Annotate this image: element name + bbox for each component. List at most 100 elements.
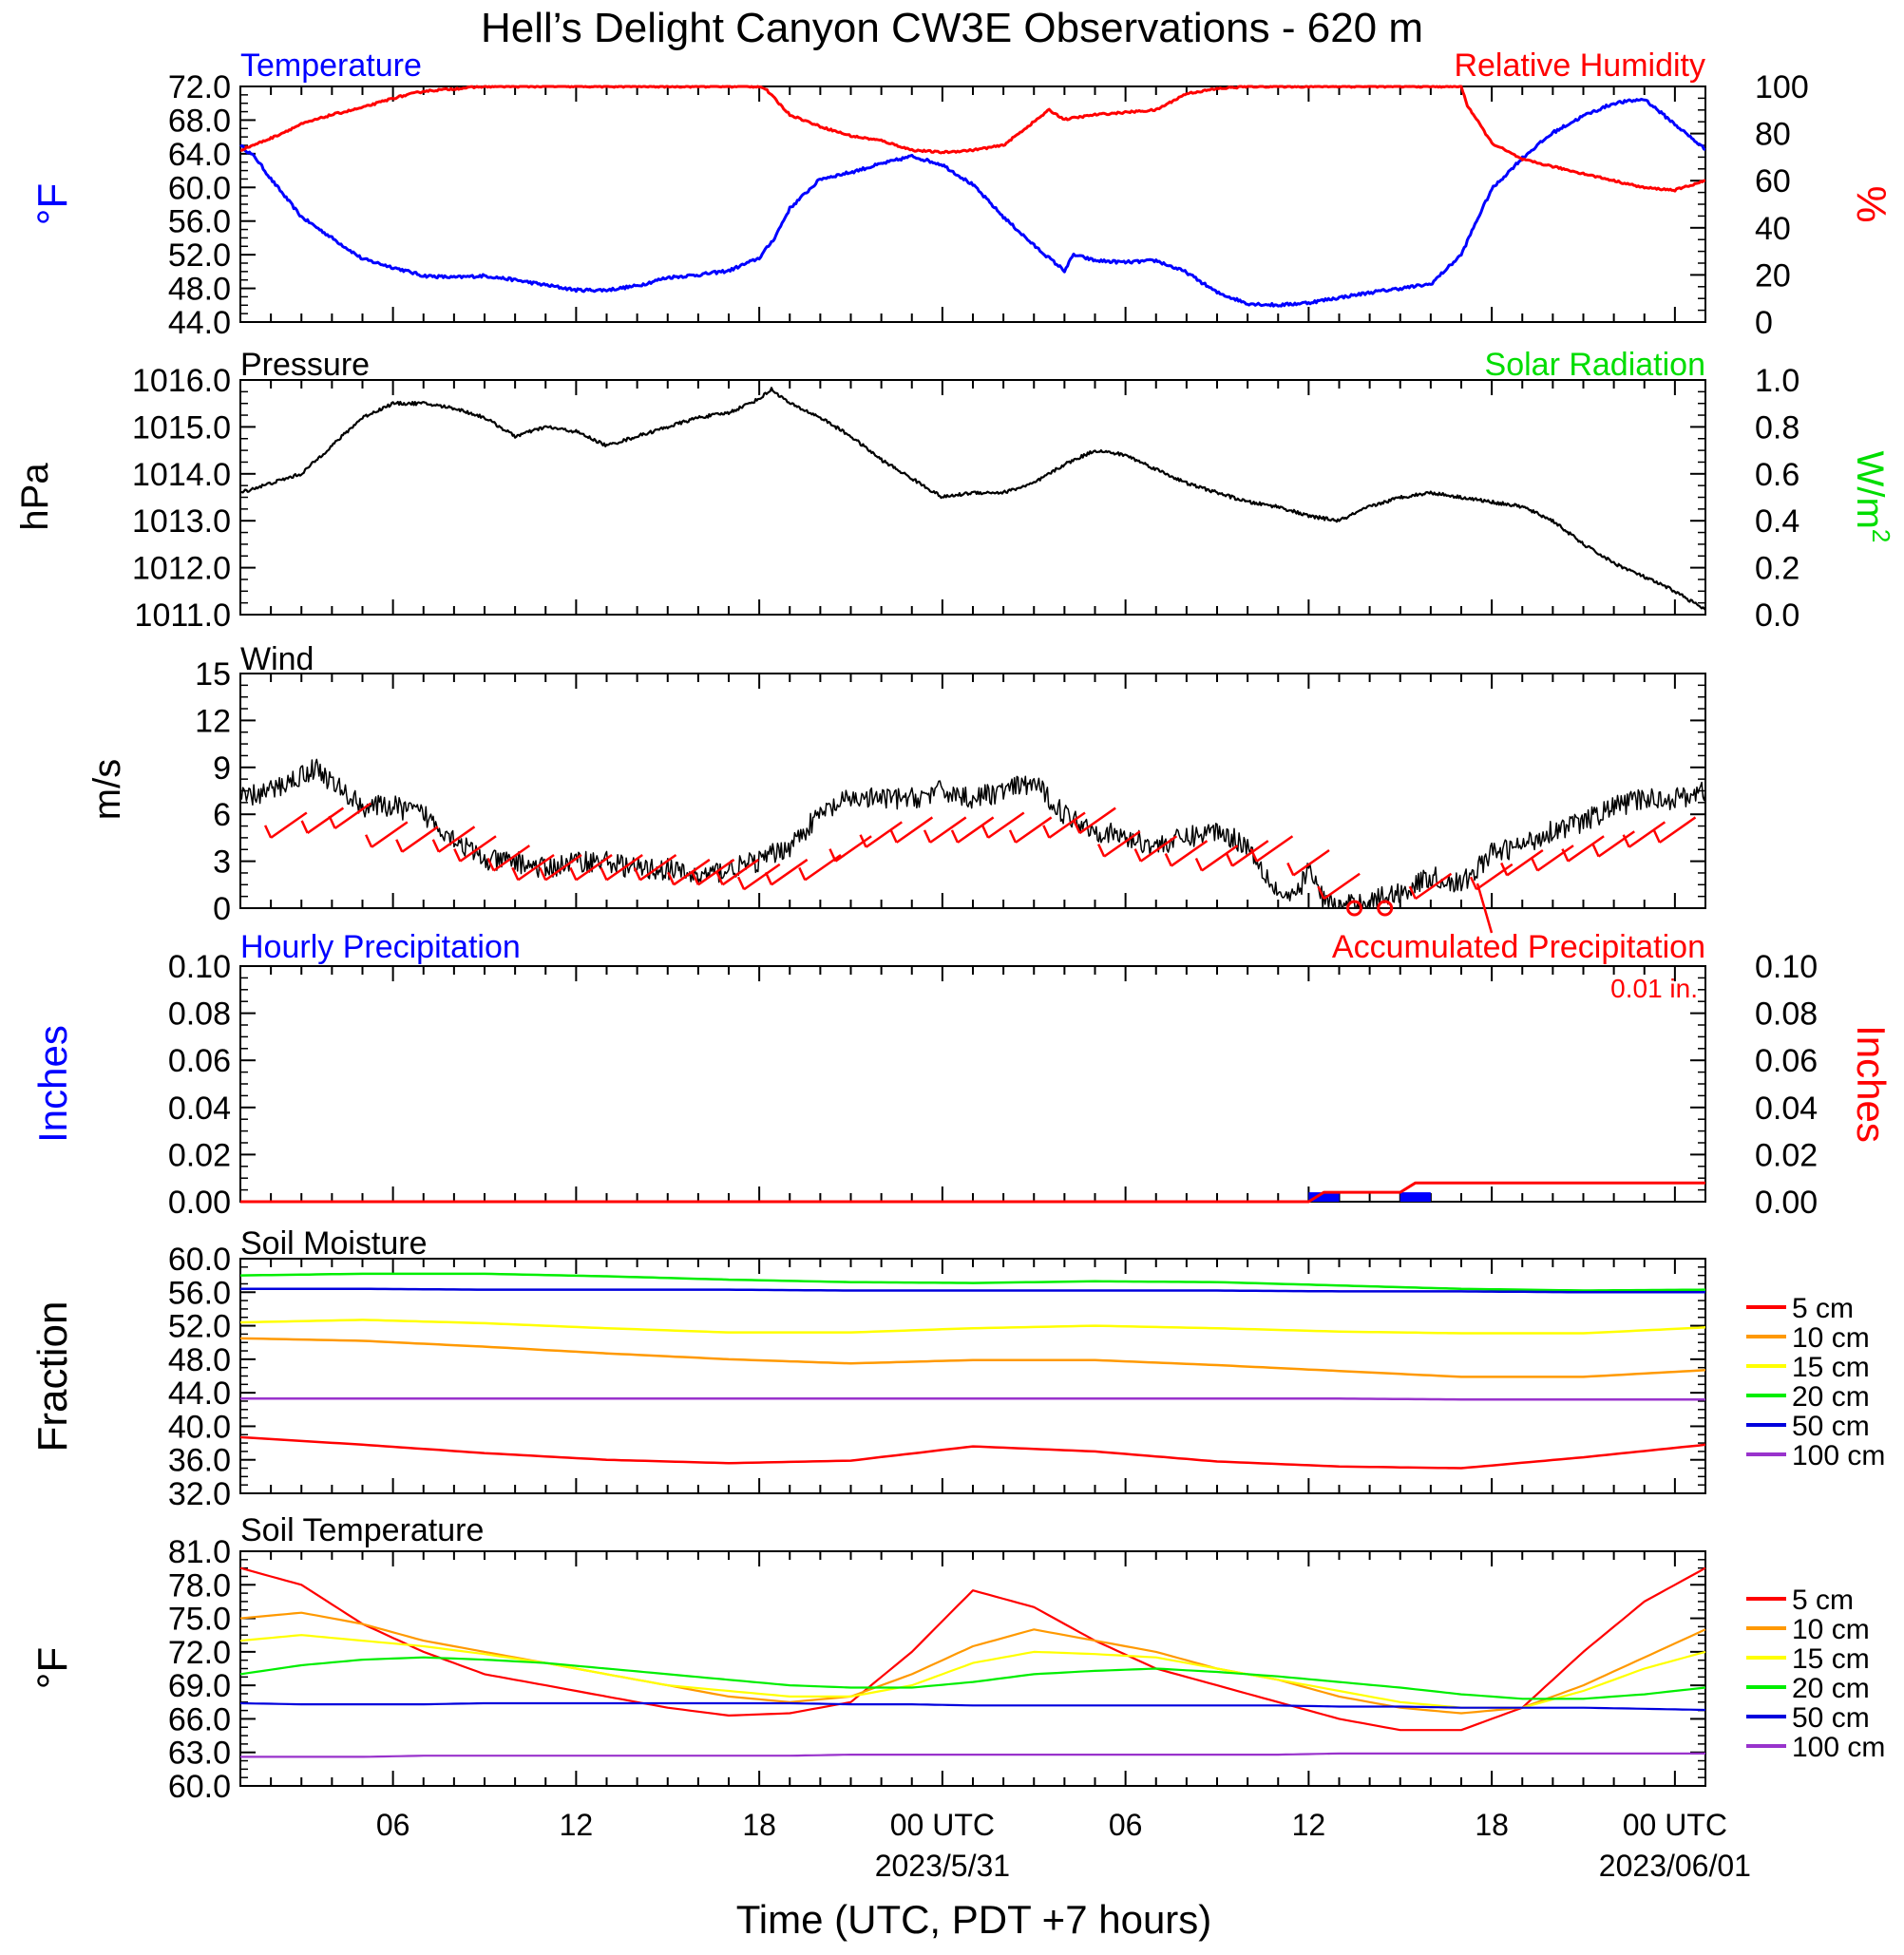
legend-label: 5 cm xyxy=(1792,1585,1854,1616)
y-tick-label: 60.0 xyxy=(168,1769,231,1805)
y-tick-label: 72.0 xyxy=(168,1635,231,1671)
wind-barb xyxy=(1231,840,1269,867)
humidity-line xyxy=(239,85,1706,193)
y-tick-label-right: 0.02 xyxy=(1755,1137,1818,1173)
wind-barb xyxy=(517,853,555,882)
wind-barb-flag xyxy=(1591,844,1600,858)
hourly-precip-bar xyxy=(1399,1192,1431,1202)
wind-barb xyxy=(1015,816,1053,844)
wind-barb-flag xyxy=(1008,829,1018,844)
wind-panel: Wind m/s xyxy=(86,641,314,820)
wind-barb xyxy=(1048,811,1086,839)
y-tick-label: 12 xyxy=(195,703,231,739)
wind-barb-flag xyxy=(1097,844,1106,858)
wind-barb xyxy=(1476,863,1514,891)
wind-axis-label: m/s xyxy=(86,759,128,820)
wind-barb-flag xyxy=(798,866,807,881)
pressure-line xyxy=(239,387,1706,611)
wind-barb-flag xyxy=(1622,834,1630,848)
precipitation-panel: Hourly Precipitation Accumulated Precipi… xyxy=(30,929,1894,1143)
y-tick-label: 1012.0 xyxy=(132,551,231,587)
legend-label: 50 cm xyxy=(1792,1411,1870,1442)
legend-label: 50 cm xyxy=(1792,1702,1870,1734)
y-tick-label-right: 40 xyxy=(1755,211,1791,247)
wind-barb xyxy=(575,853,613,882)
y-tick-label: 6 xyxy=(213,797,231,833)
y-tick-label: 78.0 xyxy=(168,1567,231,1604)
wind-barb xyxy=(1292,849,1330,877)
wind-barb xyxy=(1567,835,1605,863)
wind-barb xyxy=(270,811,308,839)
soil-moisture-line xyxy=(239,1435,1706,1470)
y-tick-label: 1014.0 xyxy=(132,457,231,493)
y-tick-label-right: 80 xyxy=(1755,117,1791,153)
wind-barb xyxy=(1597,830,1635,858)
y-tick-label: 66.0 xyxy=(168,1701,231,1737)
wind-barb xyxy=(1506,849,1544,877)
wind-barb-flag xyxy=(1408,885,1417,900)
x-tick-label: 06 xyxy=(1109,1808,1143,1842)
y-tick-label: 44.0 xyxy=(168,305,231,341)
wind-barb-flag xyxy=(691,871,700,885)
soil-temperature-line xyxy=(239,1701,1706,1712)
wind-barb-flag xyxy=(1531,857,1539,872)
panel-precip-frame xyxy=(239,965,1706,1203)
pressure-axis-label: hPa xyxy=(14,463,56,531)
wind-barb xyxy=(1171,840,1209,867)
wind-barb xyxy=(987,811,1025,839)
legend-label: 100 cm xyxy=(1792,1732,1885,1763)
wind-barb xyxy=(697,858,735,886)
panel-pressure-frame xyxy=(239,379,1706,616)
soil-moisture-title: Soil Moisture xyxy=(240,1225,428,1262)
wind-barb xyxy=(639,853,677,882)
calm-wind-marker xyxy=(1346,900,1363,917)
wind-barbs xyxy=(263,802,1697,917)
y-tick-label-right: 0.00 xyxy=(1755,1185,1818,1221)
x-tick-label: 12 xyxy=(560,1808,594,1842)
y-tick-label: 0.00 xyxy=(168,1185,231,1221)
panel-soil_moisture-axes: 32.036.040.044.048.052.056.060.0 xyxy=(168,1242,1706,1512)
y-tick-label: 52.0 xyxy=(168,237,231,274)
wind-barb xyxy=(895,816,934,844)
x-tick-label: 06 xyxy=(376,1808,410,1842)
y-tick-label: 0.04 xyxy=(168,1091,231,1127)
wind-barb-flag xyxy=(1286,862,1295,876)
wind-barb-flag xyxy=(950,829,960,844)
y-tick-label: 1015.0 xyxy=(132,409,231,446)
wind-barb-flag xyxy=(1317,885,1325,900)
wind-barb xyxy=(333,802,371,830)
wind-barb-flag xyxy=(1133,848,1142,863)
y-tick-label-right: 0.06 xyxy=(1755,1043,1818,1079)
wind-barb-flag xyxy=(923,829,932,844)
wind-barb-flag xyxy=(1652,829,1661,844)
soil-moisture-line xyxy=(240,1287,1705,1294)
legend-label: 20 cm xyxy=(1792,1673,1870,1704)
panel-soil_temp-axes: 60.063.066.069.072.075.078.081.0 xyxy=(168,1534,1706,1805)
wind-speed-line xyxy=(239,758,1706,909)
soil-temperature-axis-label: °F xyxy=(29,1647,76,1689)
wind-barb-flag xyxy=(667,871,676,885)
wind-barb-flag xyxy=(1194,857,1204,872)
y-tick-label: 60.0 xyxy=(168,1242,231,1278)
wind-barb xyxy=(1139,835,1178,863)
panel-temp_rh-frame xyxy=(239,85,1706,323)
soil-moisture-line xyxy=(239,1272,1706,1292)
wind-barb-flag xyxy=(1561,848,1570,863)
panel-temp_rh-axes: 44.048.052.056.060.064.068.072.0 0 20 40 60 8… xyxy=(168,69,1809,341)
wind-barb xyxy=(438,826,476,853)
y-tick-label: 0.10 xyxy=(168,949,231,985)
wind-barb-flag xyxy=(486,857,495,872)
calm-wind-marker xyxy=(1377,900,1394,917)
y-tick-label: 40.0 xyxy=(168,1409,231,1445)
y-tick-label-right: 1.0 xyxy=(1755,363,1799,399)
wind-barb-flag xyxy=(981,825,990,839)
x-date-label: 2023/5/31 xyxy=(875,1849,1010,1883)
wind-barb-flag xyxy=(633,866,641,881)
wind-barb xyxy=(834,835,872,863)
accumulated-precip-line xyxy=(240,1181,1705,1204)
y-tick-label: 60.0 xyxy=(168,170,231,206)
y-tick-label: 32.0 xyxy=(168,1476,231,1512)
wind-barb-flag xyxy=(828,848,837,863)
hourly-precip-bar xyxy=(1308,1192,1340,1202)
